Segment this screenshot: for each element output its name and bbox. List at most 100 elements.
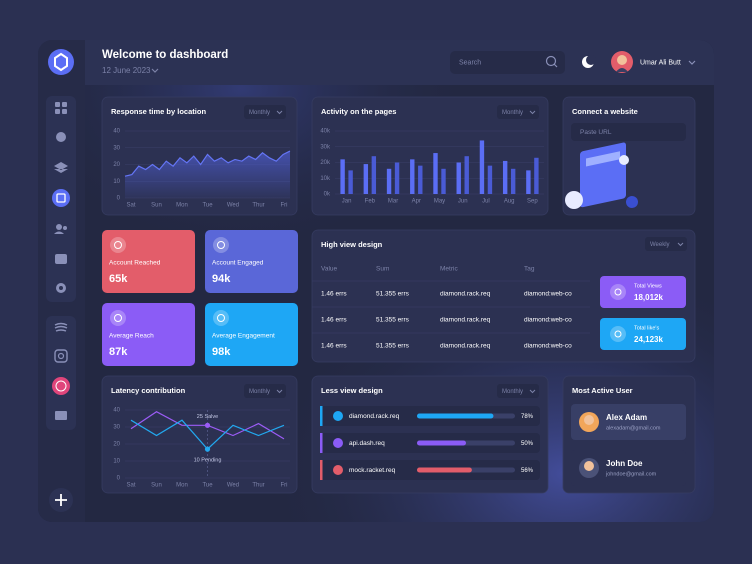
- bar: [534, 157, 539, 194]
- illustration: [619, 155, 629, 165]
- filter-dropdown[interactable]: [244, 384, 286, 398]
- bar: [340, 159, 345, 194]
- progress-bar: [417, 467, 472, 473]
- x-tick-label: Jan: [342, 199, 352, 205]
- bar: [526, 170, 531, 194]
- filter-label: Monthly: [249, 110, 270, 116]
- search-icon: [545, 55, 557, 67]
- user-row[interactable]: [571, 450, 686, 486]
- filter-chevron: [529, 110, 536, 115]
- stat-value: 65k: [109, 273, 128, 285]
- x-tick-label: Sun: [151, 483, 162, 489]
- bar: [371, 156, 377, 194]
- bar: [479, 140, 485, 194]
- card-title: Less view design: [321, 386, 383, 395]
- nav-icon: [55, 109, 60, 114]
- row-name: api.dash.req: [349, 440, 385, 447]
- stat-icon: [217, 314, 225, 322]
- x-tick-label: Sun: [151, 203, 162, 209]
- nav-icon: [57, 352, 65, 360]
- stat-card: [102, 230, 195, 293]
- table-cell: diamond.rack.req: [440, 291, 491, 298]
- stat-card: [205, 303, 298, 366]
- table-cell: 51.355 errs: [376, 291, 410, 298]
- user-email: alexadam@gmail.com: [606, 425, 661, 431]
- row-name: diamond.rack.req: [349, 413, 400, 420]
- x-tick-label: Sep: [527, 199, 538, 205]
- total-value: 24,123k: [634, 335, 663, 344]
- nav-icon-active[interactable]: [52, 189, 70, 207]
- nav-icon[interactable]: [55, 254, 67, 264]
- filter-label: Monthly: [249, 389, 270, 395]
- nav-icon[interactable]: [54, 349, 68, 363]
- bar: [502, 160, 508, 194]
- date-chevron[interactable]: [151, 68, 159, 73]
- nav-icon-active[interactable]: [52, 377, 70, 395]
- theme-toggle: [586, 55, 596, 65]
- card-title: Latency contribution: [111, 386, 186, 395]
- stat-value: 94k: [212, 273, 231, 285]
- nav-icon[interactable]: [54, 322, 68, 332]
- total-label: Total like's: [634, 325, 659, 331]
- filter-label: Weekly: [650, 242, 670, 248]
- table-cell: diamond.rack.req: [440, 317, 491, 324]
- column-header: Metric: [440, 266, 458, 273]
- x-tick-label: Wed: [227, 483, 239, 489]
- table-cell: 1.46 errs: [321, 291, 347, 298]
- y-tick-label: 10: [113, 179, 120, 185]
- x-tick-label: Thur: [252, 483, 264, 489]
- nav-icon[interactable]: [56, 224, 62, 230]
- date: 12 June 2023: [102, 66, 151, 75]
- y-tick-label: 30: [113, 425, 120, 431]
- area: [125, 151, 290, 198]
- bar: [487, 165, 493, 194]
- nav-icon[interactable]: [55, 102, 60, 107]
- filter-dropdown[interactable]: [645, 237, 687, 251]
- search-box[interactable]: [450, 51, 565, 74]
- nav-icon: [63, 226, 67, 230]
- filter-chevron: [276, 389, 283, 394]
- point: [204, 446, 211, 452]
- user-email: johndoe@gmail.com: [605, 471, 657, 477]
- table-cell: diamond:web-co: [524, 317, 572, 324]
- bar: [363, 164, 369, 194]
- row-icon: [333, 411, 343, 421]
- logo[interactable]: [48, 49, 74, 75]
- row-name: mock.racket.req: [349, 467, 396, 474]
- total-value: 18,012k: [634, 293, 663, 302]
- avatar-body: [616, 68, 628, 72]
- table-cell: 51.355 errs: [376, 317, 410, 324]
- nav-icon[interactable]: [56, 132, 66, 142]
- bar: [394, 162, 400, 194]
- card-title: Connect a website: [572, 107, 638, 116]
- nav-group: [46, 316, 76, 430]
- bar: [464, 156, 469, 194]
- nav-icon[interactable]: [54, 162, 68, 173]
- y-tick-label: 10k: [320, 176, 331, 182]
- search-icon: [553, 63, 558, 68]
- filter-dropdown[interactable]: [497, 384, 539, 398]
- illustration: [626, 196, 638, 208]
- table-cell: 51.355 errs: [376, 343, 410, 350]
- x-tick-label: Feb: [365, 199, 376, 205]
- x-tick-label: May: [434, 199, 445, 205]
- user-chevron[interactable]: [688, 60, 696, 65]
- stat-icon: [213, 237, 229, 253]
- nav-icon[interactable]: [55, 411, 67, 420]
- y-tick-label: 40: [113, 129, 120, 135]
- row-accent: [320, 406, 323, 426]
- url-input[interactable]: [571, 123, 686, 141]
- total-box: [600, 318, 686, 350]
- column-header: Value: [321, 266, 338, 273]
- area-line: [124, 150, 291, 177]
- user-row[interactable]: [571, 404, 686, 440]
- x-tick-label: Mon: [176, 483, 188, 489]
- stat-value: 98k: [212, 346, 231, 358]
- user-avatar-face: [584, 461, 594, 471]
- x-tick-label: Thur: [252, 203, 264, 209]
- header-bar: [38, 40, 714, 85]
- filter-dropdown[interactable]: [244, 105, 286, 119]
- user-name: Umar Ali Butt: [640, 59, 681, 66]
- filter-dropdown[interactable]: [497, 105, 539, 119]
